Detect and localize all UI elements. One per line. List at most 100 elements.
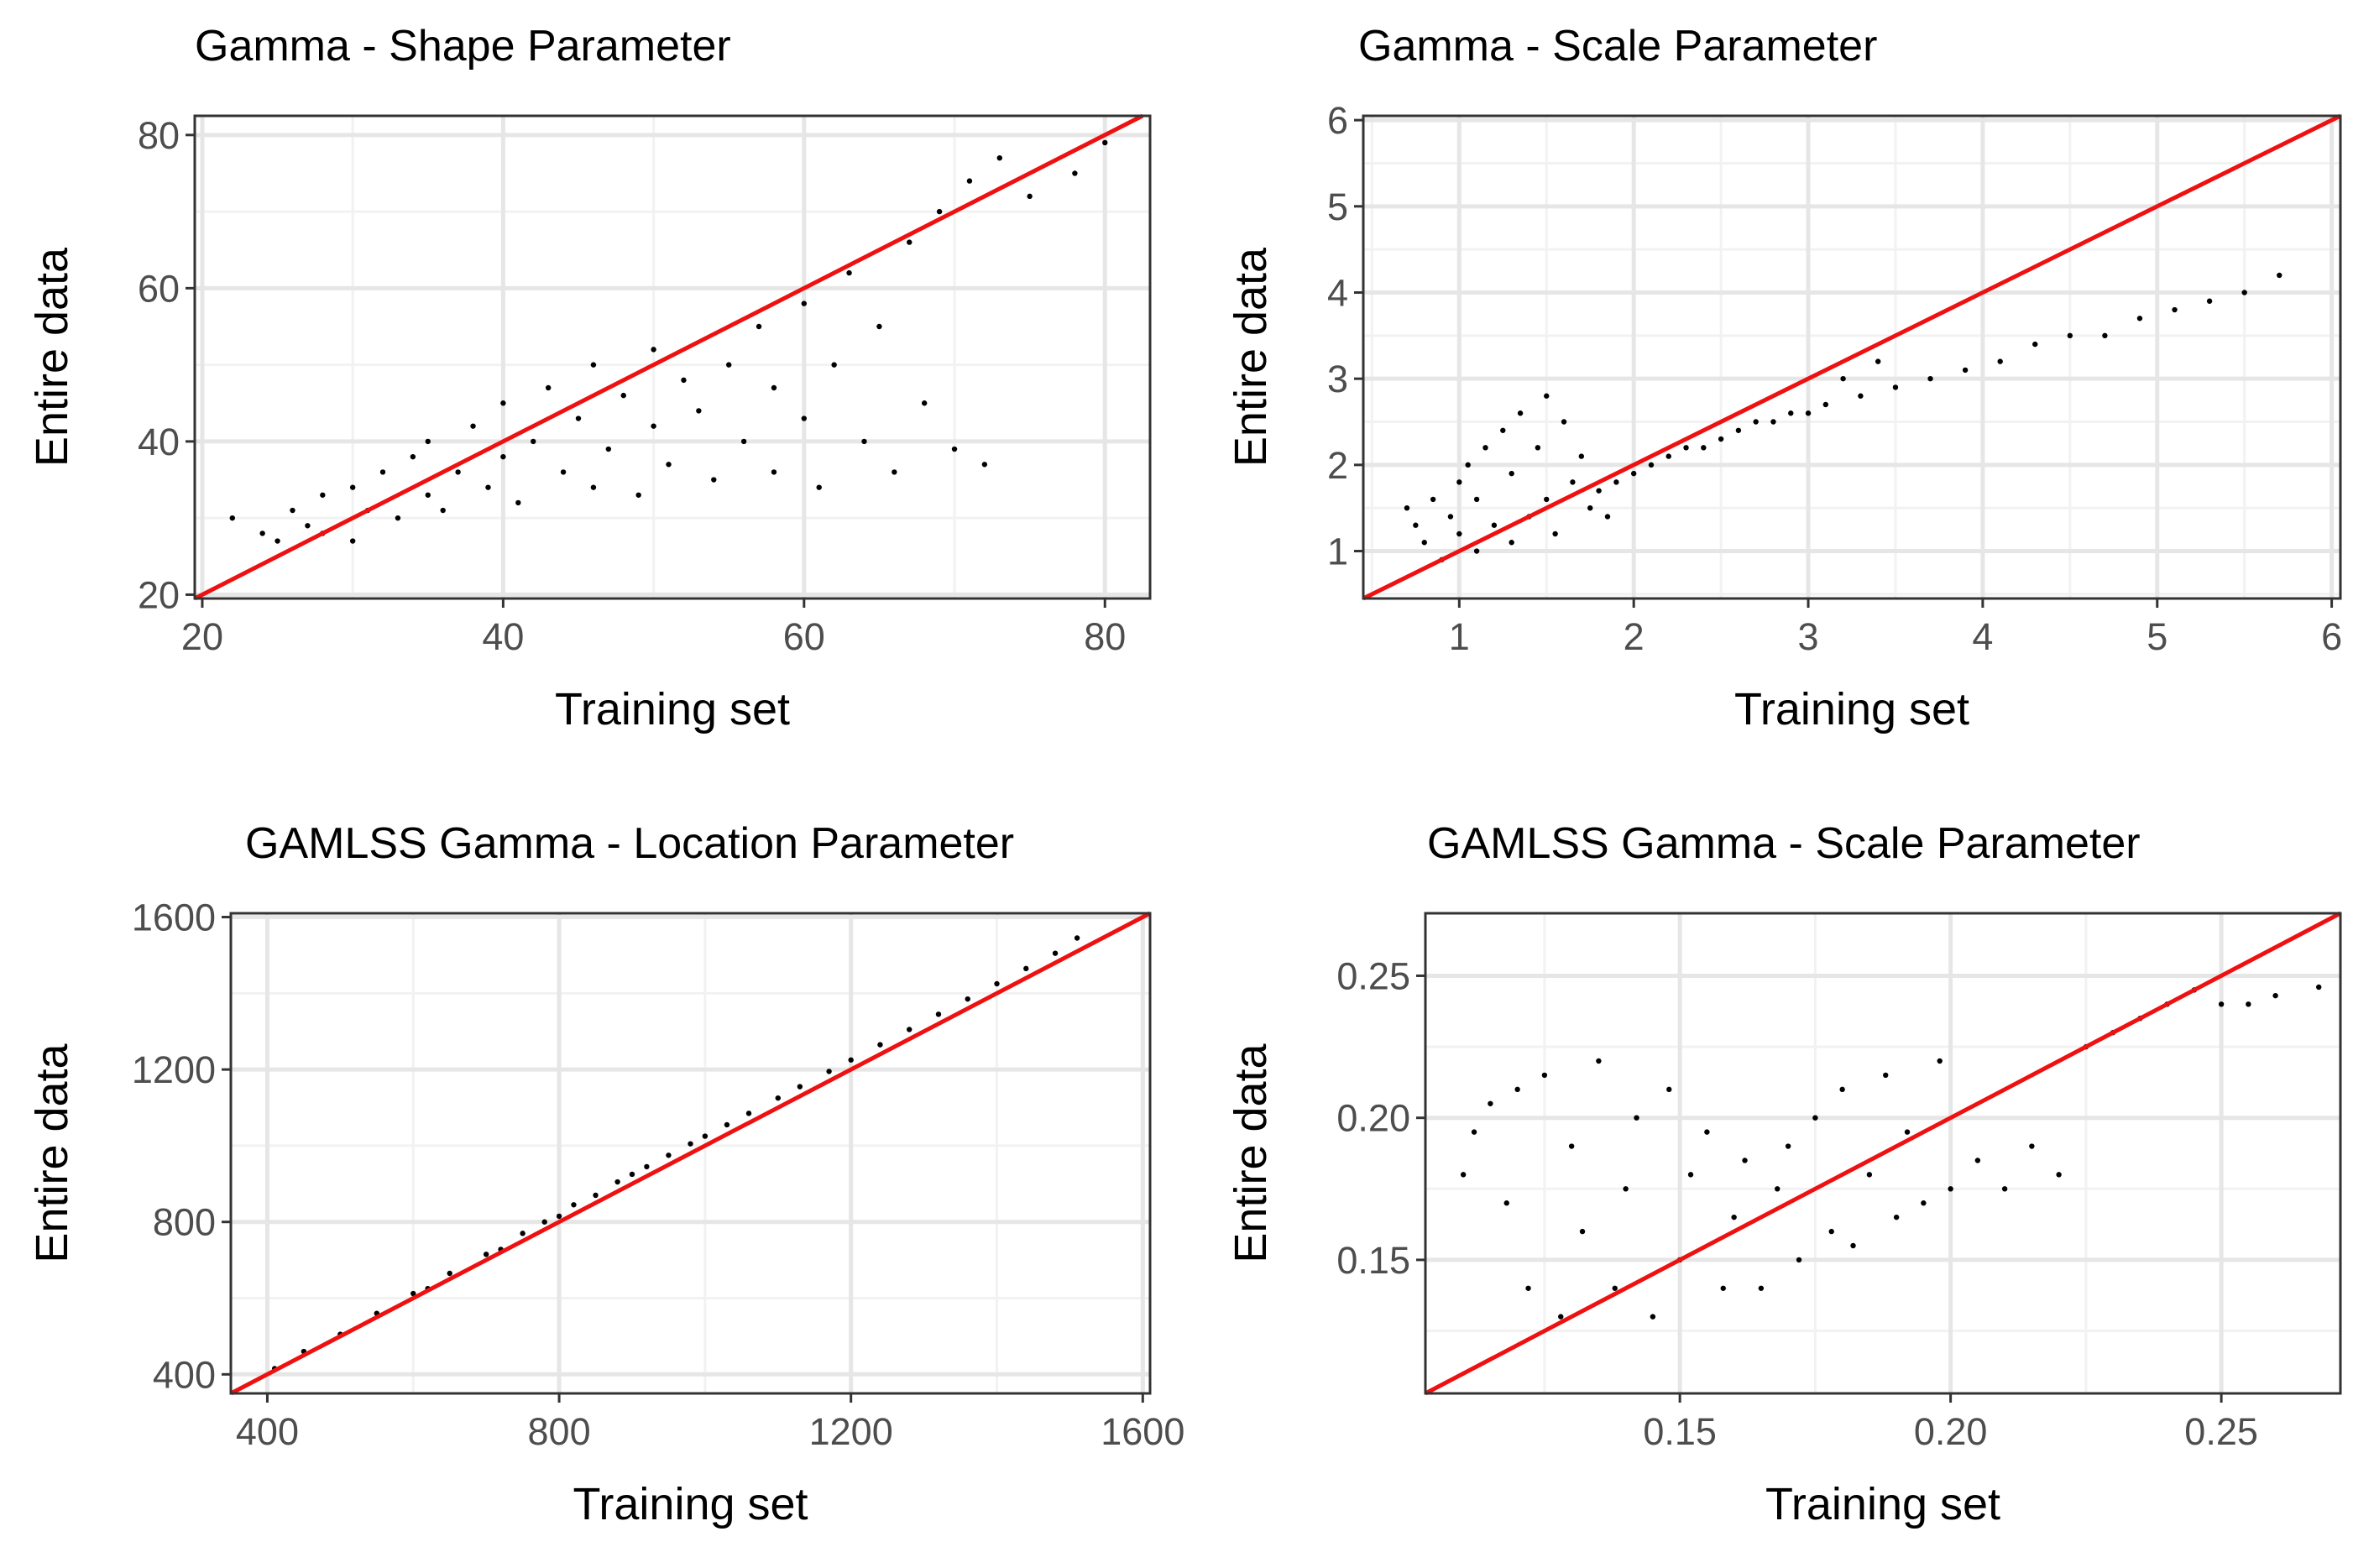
data-point: [485, 484, 491, 490]
data-point: [1604, 514, 1611, 520]
data-point: [560, 469, 567, 475]
chart-panel-1: 20 40 60 80 20 40 60 80 Gamma - Shape Parameter T…: [27, 22, 1152, 734]
y-tick-label: 40: [138, 421, 180, 463]
data-point: [1753, 419, 1759, 425]
data-point: [259, 531, 265, 536]
x-tick-label: 1: [1449, 615, 1470, 658]
data-point: [1904, 1129, 1911, 1135]
reference-line-y-equals-x: [229, 911, 1152, 1396]
data-point: [1758, 1285, 1765, 1291]
data-point: [935, 1011, 942, 1017]
data-point: [320, 492, 326, 498]
data-point: [410, 1290, 416, 1297]
data-point: [2277, 272, 2282, 279]
data-point: [2032, 341, 2038, 348]
gridlines: [1425, 913, 2340, 1393]
data-point: [1822, 401, 1829, 408]
y-tick-label: 3: [1327, 358, 1348, 400]
data-point: [981, 462, 988, 468]
data-point: [1552, 531, 1558, 537]
data-point: [846, 269, 852, 276]
data-point: [500, 453, 506, 460]
data-point: [1102, 139, 1108, 146]
x-axis-label: Training set: [1734, 684, 1969, 734]
data-point: [1875, 358, 1881, 364]
data-point: [771, 384, 777, 391]
data-point: [425, 492, 431, 498]
data-point: [483, 1252, 489, 1257]
data-point: [349, 538, 356, 544]
data-point: [2206, 298, 2213, 304]
data-point: [1027, 193, 1033, 200]
data-point: [1456, 531, 1462, 537]
data-point: [745, 1111, 752, 1116]
scatter-points: [229, 139, 1108, 544]
data-point: [1544, 393, 1550, 399]
y-tick-label: 80: [138, 114, 180, 157]
reference-line-y-equals-x: [193, 113, 1144, 601]
data-point: [1892, 384, 1899, 390]
y-tick-label: 20: [138, 573, 180, 616]
data-point: [2316, 984, 2322, 990]
data-point: [2218, 1001, 2225, 1007]
data-point: [590, 484, 597, 490]
data-point: [848, 1057, 854, 1063]
data-point: [1596, 488, 1602, 494]
data-point: [515, 499, 521, 506]
x-tick-label: 0.20: [1914, 1410, 1988, 1453]
data-point: [455, 469, 461, 475]
data-point: [994, 980, 1000, 987]
y-tick-label: 60: [138, 267, 180, 310]
data-point: [996, 154, 1002, 161]
x-tick-label: 3: [1798, 615, 1819, 658]
data-point: [801, 301, 808, 306]
y-tick-label: 5: [1327, 186, 1348, 228]
data-point: [425, 438, 431, 445]
data-point: [520, 1231, 526, 1236]
data-point: [1491, 522, 1498, 528]
data-point: [1447, 514, 1454, 520]
data-point: [1666, 1086, 1672, 1093]
data-point: [1683, 445, 1689, 451]
data-point: [1482, 445, 1488, 451]
data-point: [349, 484, 356, 490]
data-point: [1665, 453, 1671, 459]
data-point: [1948, 1186, 1953, 1192]
data-point: [1962, 367, 1969, 374]
data-point: [1788, 410, 1794, 416]
data-point: [1430, 496, 1436, 503]
chart-panel-3: 400 800 1200 1600 400 800 1200 1600 GAMLSS Gamma…: [27, 819, 1184, 1529]
data-point: [447, 1270, 452, 1277]
data-point: [571, 1202, 577, 1208]
data-point: [1648, 462, 1655, 468]
data-point: [1812, 1115, 1818, 1121]
data-point: [556, 1213, 562, 1220]
data-point: [702, 1133, 709, 1139]
data-point: [620, 392, 626, 399]
y-axis-label: Entire data: [27, 1043, 77, 1262]
data-point: [1544, 496, 1550, 503]
data-point: [907, 239, 912, 245]
data-point: [1587, 504, 1593, 511]
data-point: [2102, 332, 2108, 339]
x-axis-label: Training set: [555, 684, 790, 734]
data-point: [1558, 1314, 1564, 1320]
chart-title: Gamma - Scale Parameter: [1358, 22, 1877, 71]
chart-title: Gamma - Shape Parameter: [195, 22, 731, 71]
data-point: [651, 423, 656, 429]
data-point: [2241, 290, 2247, 295]
y-tick-label: 0.25: [1336, 954, 1410, 997]
data-point: [861, 438, 867, 445]
data-point: [951, 446, 958, 452]
y-tick-label: 1200: [132, 1048, 216, 1091]
chart-panel-4: 0.15 0.20 0.25 0.15 0.20 0.25 GAMLSS Gamma - S…: [1226, 819, 2342, 1529]
x-tick-label: 400: [236, 1410, 299, 1453]
data-point: [1578, 453, 1585, 459]
data-point: [1460, 1172, 1467, 1178]
y-tick-label: 1600: [132, 896, 216, 939]
data-point: [1927, 375, 1933, 382]
data-point: [1579, 1228, 1586, 1235]
data-point: [635, 492, 641, 498]
